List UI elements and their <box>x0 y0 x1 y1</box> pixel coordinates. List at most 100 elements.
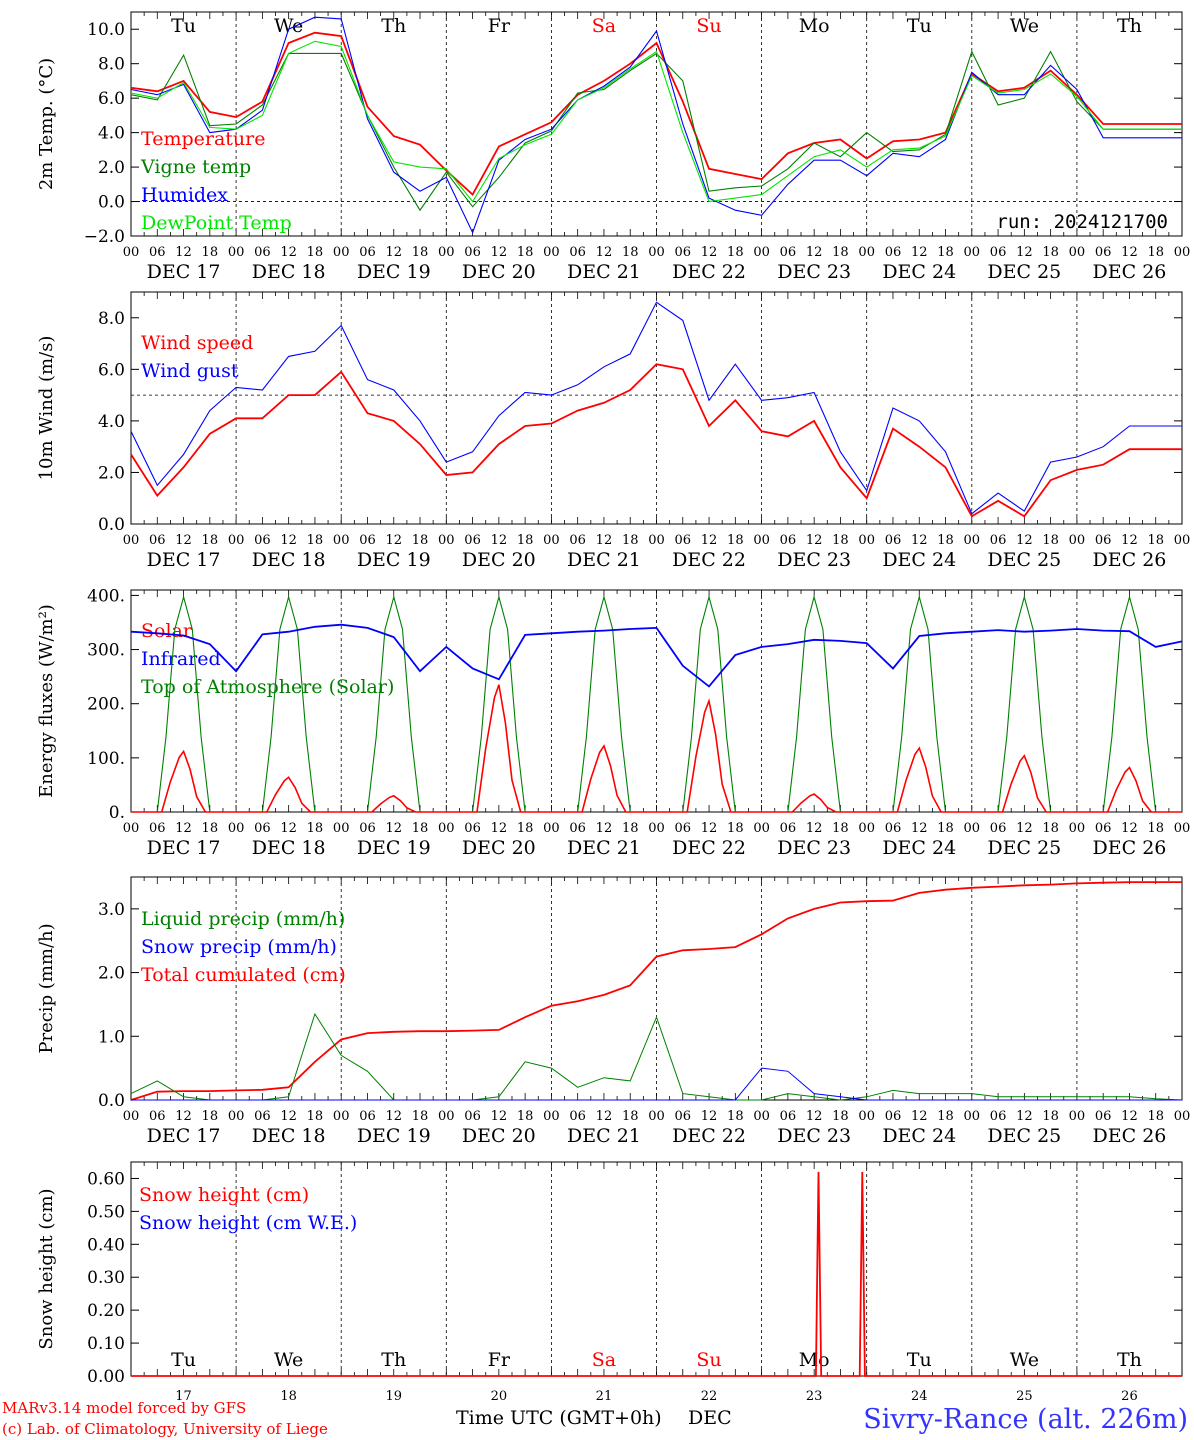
hour-tick-label: 12 <box>911 245 928 260</box>
y-axis-title: Energy fluxes (W/m²) <box>36 604 57 798</box>
hour-tick-label: 00 <box>1069 533 1086 548</box>
hour-tick-label: 00 <box>964 821 981 836</box>
y-tick-label: 200. <box>87 695 125 715</box>
day-label: DEC 19 <box>357 261 431 283</box>
y-tick-label: 2.0 <box>98 964 125 984</box>
hour-tick-label: 18 <box>622 245 639 260</box>
hour-tick-label: 12 <box>385 1109 402 1124</box>
hour-tick-label: 12 <box>385 533 402 548</box>
day-label: DEC 24 <box>882 1125 956 1147</box>
weekday-label: Tu <box>907 15 932 37</box>
day-label: DEC 19 <box>357 1125 431 1147</box>
legend-entry: Infrared <box>141 648 221 670</box>
hour-tick-label: 00 <box>858 245 875 260</box>
day-label: DEC 19 <box>357 837 431 859</box>
hour-tick-label: 06 <box>780 1109 797 1124</box>
hour-tick-label: 18 <box>937 533 954 548</box>
legend-entry: Temperature <box>141 128 265 150</box>
hour-tick-label: 06 <box>1095 245 1112 260</box>
hour-tick-label: 06 <box>359 1109 376 1124</box>
hour-tick-label: 00 <box>543 245 560 260</box>
hour-tick-label: 18 <box>937 245 954 260</box>
day-label: DEC 26 <box>1093 837 1167 859</box>
hour-tick-label: 18 <box>412 821 429 836</box>
hour-tick-label: 18 <box>202 245 219 260</box>
day-label: DEC 17 <box>147 549 221 571</box>
day-number-label: 18 <box>280 1389 297 1404</box>
y-tick-label: 8.0 <box>98 309 125 329</box>
hour-tick-label: 00 <box>858 1109 875 1124</box>
hour-tick-label: 18 <box>517 533 534 548</box>
hour-tick-label: 12 <box>175 821 192 836</box>
hour-tick-label: 18 <box>307 821 324 836</box>
hour-tick-label: 06 <box>149 245 166 260</box>
weekday-label: Tu <box>171 15 196 37</box>
hour-tick-label: 12 <box>280 1109 297 1124</box>
hour-tick-label: 00 <box>964 1109 981 1124</box>
day-label: DEC 24 <box>882 261 956 283</box>
humidex-line <box>130 16 1182 235</box>
y-tick-label: 2.0 <box>98 158 125 178</box>
hour-tick-label: 18 <box>622 821 639 836</box>
hour-tick-label: 18 <box>937 1109 954 1124</box>
hour-tick-label: 06 <box>885 533 902 548</box>
day-label: DEC 18 <box>252 261 326 283</box>
hour-tick-label: 06 <box>569 533 586 548</box>
hour-tick-label: 00 <box>648 533 665 548</box>
liquid-precip-mm-h-line <box>130 1012 1183 1101</box>
hour-tick-label: 12 <box>280 821 297 836</box>
weekday-label: Th <box>381 15 406 37</box>
hour-tick-label: 00 <box>648 821 665 836</box>
hour-tick-label: 00 <box>753 245 770 260</box>
weekday-label: We <box>274 1349 303 1371</box>
y-tick-label: 0.0 <box>98 515 125 535</box>
hour-tick-label: 00 <box>333 533 350 548</box>
hour-tick-label: 12 <box>1121 1109 1138 1124</box>
hour-tick-label: 18 <box>727 533 744 548</box>
hour-tick-label: 00 <box>964 245 981 260</box>
hour-tick-label: 18 <box>1147 1109 1164 1124</box>
hour-tick-label: 06 <box>254 821 271 836</box>
day-number-label: 22 <box>701 1389 718 1404</box>
hour-tick-label: 18 <box>1042 533 1059 548</box>
hour-tick-label: 18 <box>622 533 639 548</box>
credit-line1: MARv3.14 model forced by GFS <box>2 1399 246 1417</box>
hour-tick-label: 18 <box>832 821 849 836</box>
hour-tick-label: 00 <box>753 1109 770 1124</box>
hour-tick-label: 12 <box>1016 245 1033 260</box>
hour-tick-label: 00 <box>438 533 455 548</box>
day-label: DEC 20 <box>462 837 536 859</box>
y-tick-label: 100. <box>87 749 125 769</box>
hour-tick-label: 06 <box>569 1109 586 1124</box>
day-label: DEC 25 <box>987 261 1061 283</box>
hour-tick-label: 18 <box>412 533 429 548</box>
hour-tick-label: 06 <box>675 245 692 260</box>
hour-tick-label: 00 <box>753 533 770 548</box>
day-number-label: 26 <box>1121 1389 1138 1404</box>
hour-tick-label: 06 <box>780 533 797 548</box>
hour-tick-label: 18 <box>727 821 744 836</box>
weekday-label: Th <box>1117 1349 1142 1371</box>
weekday-label: Th <box>1117 15 1142 37</box>
y-tick-label: 6.0 <box>98 89 125 109</box>
y-tick-label: 400. <box>87 586 125 606</box>
wind-gust-line <box>130 301 1182 515</box>
credit-line2: (c) Lab. of Climatology, University of L… <box>2 1420 328 1438</box>
hour-tick-label: 00 <box>858 533 875 548</box>
day-number-label: 23 <box>806 1389 823 1404</box>
legend-entry: Wind speed <box>141 332 253 354</box>
weekday-label: Tu <box>907 1349 932 1371</box>
hour-tick-label: 00 <box>964 533 981 548</box>
day-label: DEC 23 <box>777 549 851 571</box>
hour-tick-label: 12 <box>385 245 402 260</box>
hour-tick-label: 12 <box>806 821 823 836</box>
weekday-label: Su <box>696 15 721 37</box>
hour-tick-label: 00 <box>333 1109 350 1124</box>
day-label: DEC 21 <box>567 549 641 571</box>
hour-tick-label: 00 <box>753 821 770 836</box>
hour-tick-label: 00 <box>858 821 875 836</box>
temperature-line <box>130 31 1182 197</box>
run-label: run: 2024121700 <box>996 211 1168 233</box>
day-label: DEC 26 <box>1093 1125 1167 1147</box>
